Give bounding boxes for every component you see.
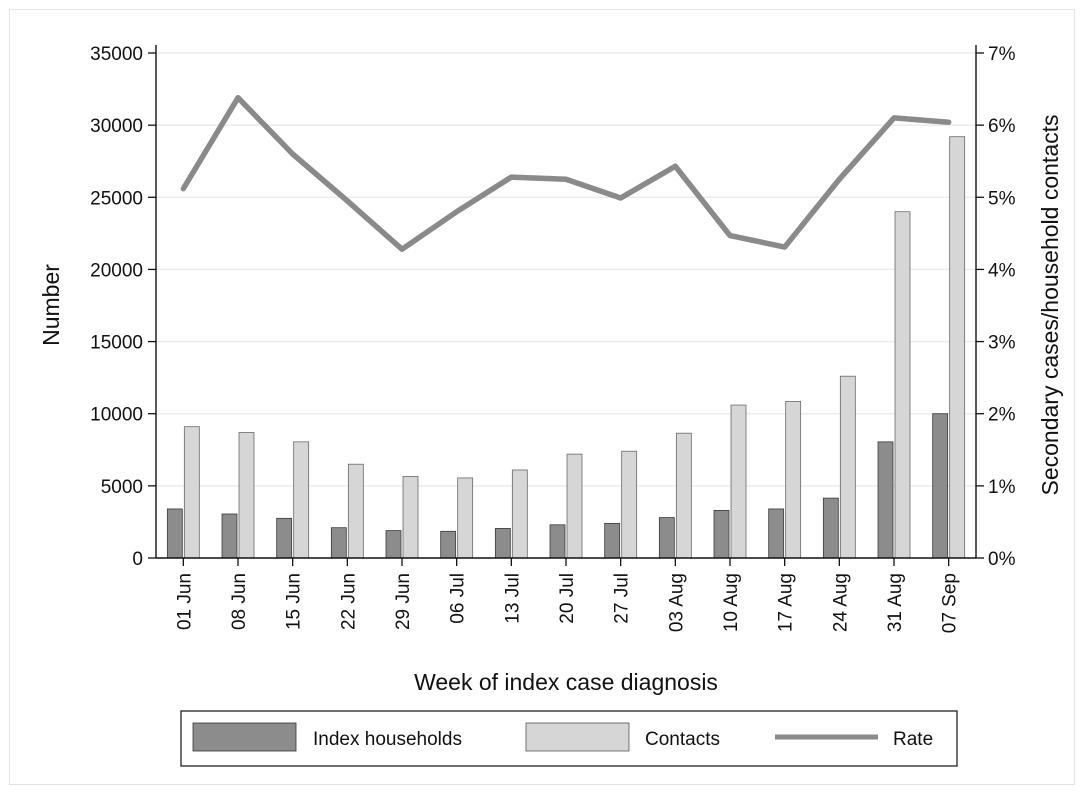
right-axis-ticks: 0% 1% 2% 3% 4% 5% 6% 7% (976, 44, 1016, 570)
bar-index-households-20-jul (549, 524, 566, 559)
bar-contacts-15-jun (293, 441, 310, 559)
bar-index-households-29-jun (385, 530, 402, 559)
legend-swatch-contacts (525, 722, 630, 752)
bar-index-households-22-jun (330, 527, 347, 559)
bar-index-households-24-aug (822, 497, 839, 559)
x-axis-title: Week of index case diagnosis (414, 669, 718, 695)
bar-contacts-22-jun (347, 463, 364, 559)
y-tick-label-20000: 20000 (90, 260, 143, 281)
y-tick-label-30000: 30000 (90, 116, 143, 137)
x-axis-ticks: 01 Jun 08 Jun 15 Jun 22 Jun 29 Jun 06 Jul 13 J… (174, 558, 961, 633)
bar-contacts-01-jun (183, 426, 200, 559)
legend-label-index-households: Index households (313, 729, 462, 750)
bar-contacts-24-aug (839, 375, 856, 559)
x-tick-label-10-aug: 10 Aug (721, 573, 742, 632)
gridlines (156, 52, 976, 487)
x-tick-label-17-aug: 17 Aug (776, 573, 797, 632)
x-tick-label-03-aug: 03 Aug (666, 573, 687, 632)
bar-contacts-29-jun (402, 476, 419, 559)
bar-contacts-17-aug (785, 401, 802, 559)
bar-contacts-31-aug (894, 211, 911, 559)
x-tick-label-27-jul: 27 Jul (612, 573, 633, 624)
bar-index-households-06-jul (440, 530, 457, 559)
y-axis-title: Number (38, 264, 64, 346)
y2-tick-label-4: 4% (988, 260, 1016, 281)
y-tick-label-15000: 15000 (90, 333, 143, 354)
y2-tick-label-2: 2% (988, 405, 1016, 426)
bar-index-households-10-aug (713, 509, 730, 559)
bars (166, 136, 966, 559)
y-tick-label-35000: 35000 (90, 44, 143, 65)
x-tick-label-07-sep: 07 Sep (940, 573, 961, 633)
y2-tick-label-6: 6% (988, 116, 1016, 137)
bar-index-households-01-jun (166, 508, 183, 559)
x-tick-label-31-aug: 31 Aug (885, 573, 906, 632)
y2-axis-title: Secondary cases/household contacts (1037, 114, 1063, 495)
bar-contacts-07-sep (949, 136, 966, 559)
y2-tick-label-0: 0% (988, 549, 1016, 570)
y-tick-label-25000: 25000 (90, 188, 143, 209)
x-tick-label-20-jul: 20 Jul (557, 573, 578, 624)
bar-contacts-06-jul (457, 477, 474, 559)
bar-index-households-15-jun (276, 517, 293, 559)
rate-line-group (180, 94, 952, 252)
y-tick-label-0: 0 (132, 549, 143, 570)
bar-index-households-27-jul (604, 522, 621, 559)
legend-label-rate: Rate (893, 729, 933, 750)
bar-contacts-08-jun (238, 432, 255, 559)
x-tick-label-08-jun: 08 Jun (229, 573, 250, 630)
bar-index-households-17-aug (768, 508, 785, 559)
bar-contacts-10-aug (730, 404, 747, 559)
x-tick-label-22-jun: 22 Jun (338, 573, 359, 630)
x-tick-label-06-jul: 06 Jul (448, 573, 469, 624)
series-line-rate (180, 94, 952, 252)
bar-index-households-07-sep (932, 413, 949, 559)
legend-label-contacts: Contacts (645, 729, 720, 750)
legend-swatch-index-households (192, 722, 297, 752)
bar-index-households-08-jun (221, 513, 238, 559)
bar-index-households-31-aug (877, 441, 894, 559)
bar-contacts-20-jul (566, 453, 583, 559)
y2-tick-label-1: 1% (988, 477, 1016, 498)
x-tick-label-15-jun: 15 Jun (284, 573, 305, 630)
y-tick-label-10000: 10000 (90, 405, 143, 426)
x-tick-label-29-jun: 29 Jun (393, 573, 414, 630)
x-tick-label-01-jun: 01 Jun (174, 573, 195, 630)
y2-tick-label-5: 5% (988, 188, 1016, 209)
y-tick-label-5000: 5000 (101, 477, 143, 498)
left-axis-ticks: 0 5000 10000 15000 20000 25000 30000 35000 (90, 44, 156, 570)
y2-tick-label-3: 3% (988, 333, 1016, 354)
bar-index-households-13-jul (494, 528, 511, 559)
bar-contacts-03-aug (675, 432, 692, 559)
x-tick-label-13-jul: 13 Jul (502, 573, 523, 624)
bar-contacts-13-jul (511, 469, 528, 559)
bar-contacts-27-jul (621, 450, 638, 559)
x-tick-label-24-aug: 24 Aug (830, 573, 851, 632)
y2-tick-label-7: 7% (988, 44, 1016, 65)
bar-index-households-03-aug (658, 517, 675, 559)
legend: Index households Contacts Rate (180, 710, 958, 767)
